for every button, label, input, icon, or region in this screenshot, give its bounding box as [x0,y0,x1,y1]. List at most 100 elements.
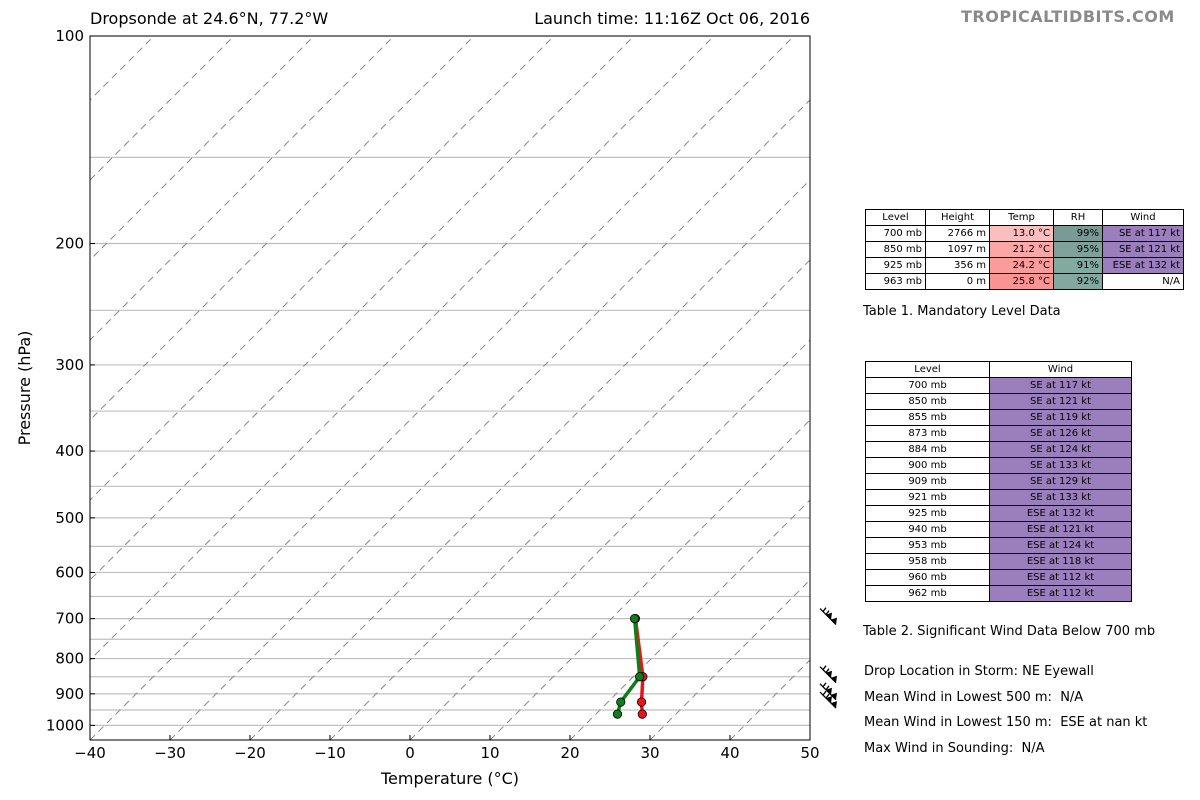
launch-time: Launch time: 11:16Z Oct 06, 2016 [534,9,810,28]
isotherm-line [90,36,715,661]
level-cell: 960 mb [865,569,990,586]
table-header-cell: Height [925,209,990,226]
table-row: 855 mb SE at 119 kt [865,409,1132,426]
y-tick-label: 900 [55,685,84,703]
x-tick-label: 10 [480,744,499,762]
isotherm-line [0,36,74,740]
dewpoint-point [629,614,640,624]
wind-cell: SE at 121 kt [989,393,1132,410]
rh-cell: 91% [1053,257,1103,274]
table-header-row: Level Height Temp RH Wind [865,209,1184,226]
level-cell: 855 mb [865,409,990,426]
mean-wind-500m: Mean Wind in Lowest 500 m: N/A [864,690,1084,705]
wind-barb [819,682,837,701]
wind-cell: ESE at 121 kt [989,521,1132,538]
table-row: 960 mb ESE at 112 kt [865,569,1132,586]
rh-cell: 99% [1053,225,1103,242]
x-tick-label: −40 [74,744,106,762]
table-header-cell: RH [1053,209,1103,226]
max-wind: Max Wind in Sounding: N/A [864,741,1045,756]
table1-caption: Table 1. Mandatory Level Data [863,304,1061,319]
level-cell: 953 mb [865,537,990,554]
wind-cell: ESE at 118 kt [989,553,1132,570]
table-row: 921 mb SE at 133 kt [865,489,1132,506]
isotherm-line [90,36,395,341]
wind-cell: ESE at 112 kt [989,569,1132,586]
height-cell: 1097 m [925,241,990,258]
table-row: 925 mb 356 m 24.2 °C 91% ESE at 132 kt [865,257,1184,274]
level-cell: 925 mb [865,257,926,274]
temp-cell: 21.2 °C [989,241,1054,258]
table-row: 700 mb 2766 m 13.0 °C 99% SE at 117 kt [865,225,1184,242]
isotherm-line [90,36,635,581]
level-cell: 850 mb [865,241,926,258]
mean-wind-150m: Mean Wind in Lowest 150 m: ESE at nan kt [864,715,1148,730]
wind-cell: SE at 129 kt [989,473,1132,490]
wind-cell: SE at 117 kt [1102,225,1184,242]
height-cell: 0 m [925,273,990,290]
table-row: 962 mb ESE at 112 kt [865,585,1132,602]
wind-cell: SE at 121 kt [1102,241,1184,258]
level-cell: 963 mb [865,273,926,290]
level-cell: 700 mb [865,377,990,394]
table-row: 900 mb SE at 133 kt [865,457,1132,474]
table-row: 958 mb ESE at 118 kt [865,553,1132,570]
plot-area [0,36,810,740]
table-row: 884 mb SE at 124 kt [865,441,1132,458]
dewpoint-line [615,618,642,715]
wind-cell: SE at 119 kt [989,409,1132,426]
brand-logo: TROPICALTIDBITS.COM [961,7,1175,26]
significant-wind-table: Level Wind 700 mb SE at 117 kt 850 mb SE at 1… [865,361,1132,602]
level-cell: 921 mb [865,489,990,506]
isotherm-line [90,36,555,501]
isotherm-line [90,36,315,261]
level-cell: 909 mb [865,473,990,490]
y-tick-label: 500 [55,509,84,527]
dewpoint-point [616,697,626,707]
level-cell: 873 mb [865,425,990,442]
table-header-cell: Wind [989,361,1132,378]
mandatory-level-table: Level Height Temp RH Wind 700 mb 2766 m 13.0 °C… [865,209,1184,290]
level-cell: 850 mb [865,393,990,410]
temp-cell: 13.0 °C [989,225,1054,242]
height-cell: 2766 m [925,225,990,242]
wind-cell: ESE at 112 kt [989,585,1132,602]
rh-cell: 95% [1053,241,1103,258]
temperature-line [633,618,645,715]
wind-cell: N/A [1102,273,1184,290]
x-tick-label: 20 [560,744,579,762]
wind-cell: SE at 126 kt [989,425,1132,442]
table-header-cell: Level [865,361,990,378]
x-tick-label: 40 [720,744,739,762]
x-tick-label: −30 [154,744,186,762]
wind-barb [819,665,837,684]
y-tick-label: 400 [55,442,84,460]
wind-cell: ESE at 132 kt [989,505,1132,522]
y-tick-label: 300 [55,356,84,374]
temperature-point [636,697,647,707]
x-tick-label: −20 [234,744,266,762]
table-row: 925 mb ESE at 132 kt [865,505,1132,522]
y-tick-label: 600 [55,563,84,581]
table-row: 873 mb SE at 126 kt [865,425,1132,442]
level-cell: 700 mb [865,225,926,242]
chart-title: Dropsonde at 24.6°N, 77.2°W [90,9,329,28]
x-tick-label: 0 [405,744,415,762]
x-tick-label: 30 [640,744,659,762]
isotherm-line [90,36,475,421]
temp-cell: 24.2 °C [989,257,1054,274]
isotherm-line [409,339,810,740]
x-tick-label: −10 [314,744,346,762]
level-cell: 900 mb [865,457,990,474]
temperature-point [637,709,647,719]
y-tick-label: 800 [55,650,84,668]
wind-cell: SE at 133 kt [989,457,1132,474]
height-cell: 356 m [925,257,990,274]
dewpoint-point [635,672,645,682]
level-cell: 940 mb [865,521,990,538]
wind-cell: SE at 133 kt [989,489,1132,506]
drop-location: Drop Location in Storm: NE Eyewall [864,664,1094,679]
table-row: 850 mb SE at 121 kt [865,393,1132,410]
table-header-cell: Temp [989,209,1054,226]
